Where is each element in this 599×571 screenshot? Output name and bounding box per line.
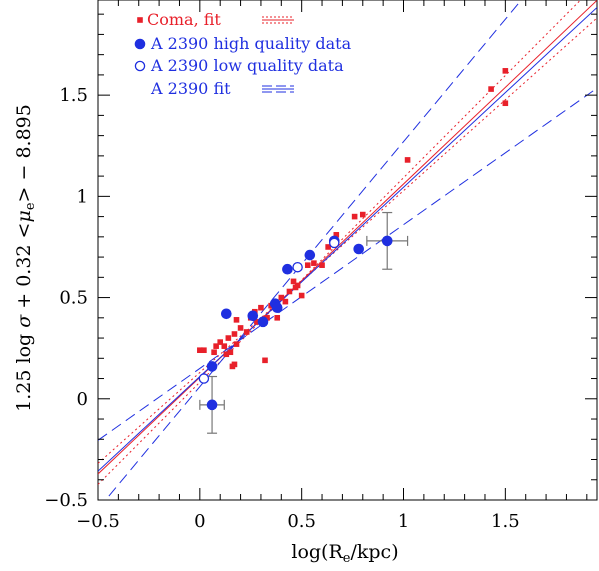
a2390-hq-point bbox=[271, 302, 283, 313]
y-tick-label: 1.5 bbox=[59, 85, 88, 106]
coma-point bbox=[221, 343, 228, 349]
coma-point bbox=[231, 331, 238, 337]
x-tick-label: 0 bbox=[194, 511, 205, 532]
a2390-hq-point bbox=[206, 361, 218, 372]
a2390-lq-point bbox=[198, 373, 210, 384]
coma-point bbox=[213, 343, 219, 349]
coma-point bbox=[201, 347, 207, 354]
coma-point bbox=[227, 349, 234, 356]
coma-point bbox=[319, 262, 325, 268]
legend-entry: Coma, fit bbox=[137, 10, 294, 29]
coma-point bbox=[298, 292, 305, 299]
legend-label: A 2390 fit bbox=[150, 79, 231, 98]
y-tick-label: −0.5 bbox=[44, 490, 88, 511]
coma-point bbox=[254, 319, 260, 325]
coma-point bbox=[197, 347, 203, 354]
coma-point bbox=[225, 335, 232, 341]
coma-point bbox=[258, 304, 264, 311]
coma-point bbox=[243, 329, 250, 335]
x-tick-label: 1.5 bbox=[491, 511, 520, 532]
coma-point bbox=[286, 288, 293, 295]
a2390-hq-point bbox=[257, 316, 269, 328]
x-tick-label: −0.5 bbox=[76, 511, 120, 532]
a2390-lq-point bbox=[292, 261, 303, 273]
coma-point bbox=[325, 244, 331, 250]
a2390-hq-point bbox=[221, 308, 232, 320]
a2390-hq-point bbox=[353, 243, 365, 255]
fit-line-0 bbox=[98, 0, 597, 475]
coma-point bbox=[502, 100, 509, 107]
x-tick-label: 1 bbox=[398, 511, 409, 532]
coma-point bbox=[359, 211, 366, 218]
a2390-hq-point bbox=[304, 249, 316, 261]
x-axis-label: log(Re/kpc) bbox=[291, 541, 398, 566]
coma-point bbox=[351, 213, 358, 220]
coma-point bbox=[311, 260, 317, 266]
fit-line-1 bbox=[98, 17, 597, 464]
coma-point bbox=[404, 157, 411, 163]
fit-line-4 bbox=[98, 87, 597, 441]
coma-point bbox=[233, 341, 240, 347]
coma-point bbox=[233, 317, 240, 323]
coma-point bbox=[237, 325, 244, 331]
legend-entry: A 2390 fit bbox=[150, 79, 294, 98]
coma-point bbox=[231, 361, 238, 368]
a2390-hq-point bbox=[381, 235, 393, 247]
a2390-lq-point bbox=[329, 237, 340, 249]
coma-point bbox=[274, 315, 281, 321]
plot-frame bbox=[97, 0, 598, 501]
coma-point bbox=[290, 278, 297, 285]
coma-point bbox=[217, 339, 224, 345]
coma-point bbox=[488, 86, 494, 92]
a2390-hq-point bbox=[282, 263, 293, 275]
a2390-hq-point bbox=[247, 310, 259, 322]
legend-marker bbox=[137, 17, 143, 23]
legend-label: A 2390 high quality data bbox=[150, 34, 352, 53]
y-tick-label: 1 bbox=[77, 186, 88, 207]
x-tick-label: 0.5 bbox=[287, 511, 316, 532]
fit-line-5 bbox=[104, 0, 522, 500]
coma-point bbox=[211, 349, 217, 356]
coma-point bbox=[262, 357, 268, 364]
y-axis-label: 1.25 log σ + 0.32 <μe> − 8.895 bbox=[13, 104, 38, 412]
coma-point bbox=[264, 315, 270, 321]
legend-marker bbox=[134, 38, 146, 50]
fit-line-3 bbox=[98, 7, 597, 472]
y-tick-label: 0.5 bbox=[59, 288, 88, 309]
legend-label: Coma, fit bbox=[147, 10, 221, 29]
coma-point bbox=[223, 351, 230, 358]
coma-point bbox=[294, 282, 301, 289]
coma-point bbox=[304, 262, 311, 268]
legend-label: A 2390 low quality data bbox=[150, 56, 344, 75]
coma-point bbox=[278, 294, 285, 301]
legend-entry: A 2390 high quality data bbox=[134, 34, 352, 53]
coma-point bbox=[282, 298, 289, 305]
coma-point bbox=[502, 68, 509, 74]
legend-entry: A 2390 low quality data bbox=[134, 56, 344, 75]
y-tick-label: 0 bbox=[77, 389, 88, 410]
legend-marker bbox=[134, 60, 146, 72]
a2390-hq-point bbox=[206, 399, 218, 411]
coma-point bbox=[333, 232, 340, 238]
